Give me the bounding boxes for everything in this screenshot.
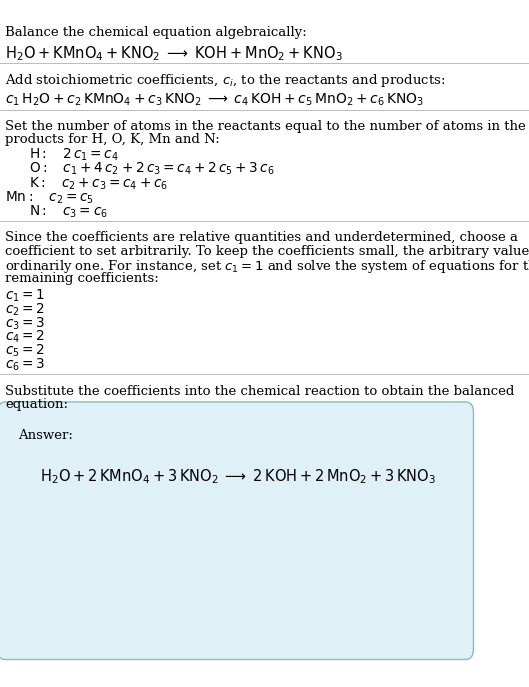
Text: $c_2 = 2$: $c_2 = 2$ [5,302,45,318]
FancyBboxPatch shape [0,402,473,660]
Text: $\mathsf{H_2O + 2\,KMnO_4 + 3\,KNO_2 \;\longrightarrow\; 2\,KOH + 2\,MnO_2 + 3\,: $\mathsf{H_2O + 2\,KMnO_4 + 3\,KNO_2 \;\… [40,467,436,486]
Text: $c_1\,\mathsf{H_2O} + c_2\,\mathsf{KMnO_4} + c_3\,\mathsf{KNO_2} \;\longrightarr: $c_1\,\mathsf{H_2O} + c_2\,\mathsf{KMnO_… [5,92,424,109]
Text: $\mathsf{K:}\quad c_2 + c_3 = c_4 + c_6$: $\mathsf{K:}\quad c_2 + c_3 = c_4 + c_6$ [29,175,168,192]
Text: coefficient to set arbitrarily. To keep the coefficients small, the arbitrary va: coefficient to set arbitrarily. To keep … [5,245,529,258]
Text: $c_1 = 1$: $c_1 = 1$ [5,288,45,304]
Text: Balance the chemical equation algebraically:: Balance the chemical equation algebraica… [5,26,307,39]
Text: $c_6 = 3$: $c_6 = 3$ [5,357,45,373]
Text: Since the coefficients are relative quantities and underdetermined, choose a: Since the coefficients are relative quan… [5,231,518,244]
Text: products for H, O, K, Mn and N:: products for H, O, K, Mn and N: [5,133,220,146]
Text: remaining coefficients:: remaining coefficients: [5,272,159,285]
Text: Add stoichiometric coefficients, $c_i$, to the reactants and products:: Add stoichiometric coefficients, $c_i$, … [5,72,445,89]
Text: $\mathsf{Mn:}\quad c_2 = c_5$: $\mathsf{Mn:}\quad c_2 = c_5$ [5,190,94,206]
Text: $c_3 = 3$: $c_3 = 3$ [5,315,45,332]
Text: $\mathsf{H:}\quad 2\,c_1 = c_4$: $\mathsf{H:}\quad 2\,c_1 = c_4$ [29,146,119,163]
Text: $\mathsf{H_2O + KMnO_4 + KNO_2 \;\longrightarrow\; KOH + MnO_2 + KNO_3}$: $\mathsf{H_2O + KMnO_4 + KNO_2 \;\longri… [5,44,343,63]
Text: equation:: equation: [5,398,68,412]
Text: $\mathsf{N:}\quad c_3 = c_6$: $\mathsf{N:}\quad c_3 = c_6$ [29,204,108,221]
Text: Set the number of atoms in the reactants equal to the number of atoms in the: Set the number of atoms in the reactants… [5,120,526,133]
Text: $c_5 = 2$: $c_5 = 2$ [5,343,45,359]
Text: Answer:: Answer: [19,429,74,442]
Text: Substitute the coefficients into the chemical reaction to obtain the balanced: Substitute the coefficients into the che… [5,385,515,398]
Text: $c_4 = 2$: $c_4 = 2$ [5,329,45,346]
Text: $\mathsf{O:}\quad c_1 + 4\,c_2 + 2\,c_3 = c_4 + 2\,c_5 + 3\,c_6$: $\mathsf{O:}\quad c_1 + 4\,c_2 + 2\,c_3 … [29,161,275,177]
Text: ordinarily one. For instance, set $c_1 = 1$ and solve the system of equations fo: ordinarily one. For instance, set $c_1 =… [5,258,529,275]
